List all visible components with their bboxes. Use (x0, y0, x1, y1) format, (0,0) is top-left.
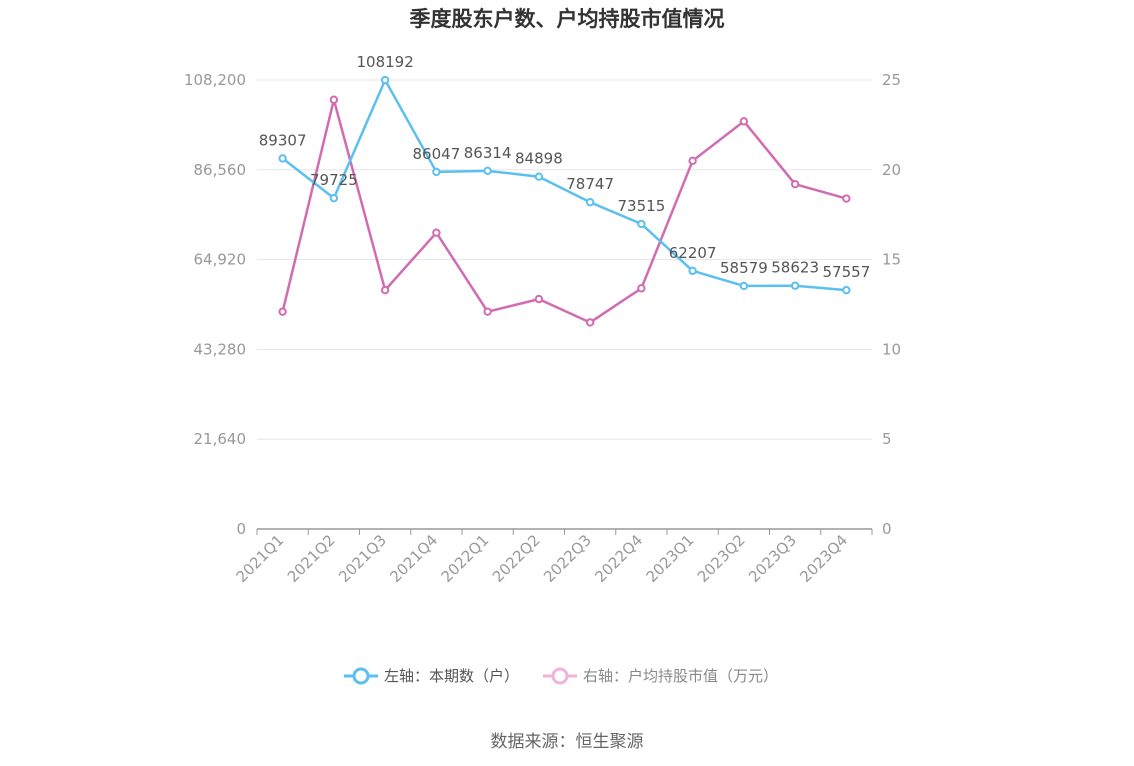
data-point-left[interactable] (483, 166, 492, 176)
legend: 左轴：本期数（户） 右轴：户均持股市值（万元） (344, 667, 778, 685)
data-point-right[interactable] (688, 156, 697, 166)
chart-title: 季度股东户数、户均持股市值情况 (410, 7, 725, 31)
data-point-left[interactable] (329, 193, 339, 203)
data-point-left[interactable] (534, 172, 544, 181)
data-point-right[interactable] (432, 228, 441, 237)
x-tick-label: 2023Q1 (643, 531, 698, 586)
data-labels: 89307 79725 108192 86047 86314 84898787477351… (259, 53, 870, 281)
x-tick-label: 2021Q3 (335, 531, 390, 586)
legend-item-right[interactable]: 右轴：户均持股市值（万元） (543, 667, 778, 685)
x-tick-label: 2022Q1 (438, 531, 493, 586)
data-point-left[interactable] (278, 154, 287, 163)
x-tick-label: 2023Q3 (745, 531, 800, 586)
data-point-left[interactable] (842, 285, 851, 295)
data-point-right[interactable] (739, 117, 749, 126)
right-tick-label: 25 (882, 71, 901, 89)
legend-marker-left (352, 667, 370, 685)
data-label: 73515 (618, 197, 666, 215)
right-tick-label: 5 (882, 430, 892, 448)
gridlines (257, 79, 872, 440)
series-layer (278, 75, 851, 327)
left-tick-label: 21,640 (194, 430, 247, 448)
data-point-left[interactable] (739, 281, 749, 291)
legend-marker-right (551, 667, 569, 685)
left-tick-label: 86,560 (194, 161, 247, 179)
data-point-right[interactable] (380, 285, 390, 295)
series-line-right (281, 98, 847, 324)
left-tick-label: 0 (236, 520, 246, 538)
series-line-left (281, 78, 847, 292)
left-tick-label: 108,200 (184, 71, 246, 89)
data-label: 57557 (823, 263, 871, 281)
data-point-right[interactable] (278, 307, 287, 316)
data-point-right[interactable] (637, 284, 646, 293)
legend-item-left[interactable]: 左轴：本期数（户） (344, 667, 519, 685)
data-point-left[interactable] (637, 219, 646, 229)
right-tick-label: 20 (882, 161, 901, 179)
data-point-right[interactable] (842, 194, 851, 203)
x-tick-label: 2022Q3 (540, 531, 595, 586)
legend-label-right: 右轴：户均持股市值（万元） (583, 667, 778, 685)
x-tick-label: 2022Q4 (591, 531, 646, 586)
data-label: 58579 (720, 259, 768, 277)
x-tick-label: 2021Q2 (284, 531, 339, 586)
right-tick-label: 15 (882, 251, 901, 269)
left-tick-label: 43,280 (194, 340, 247, 358)
data-label: 108192 (356, 53, 413, 71)
x-tick-label: 2021Q4 (386, 531, 441, 586)
x-tick-label: 2022Q2 (489, 531, 544, 586)
x-tick-label: 2023Q4 (796, 531, 851, 586)
source-note: 数据来源：恒生聚源 (491, 732, 644, 752)
x-tick-label: 2023Q2 (694, 531, 749, 586)
data-label: 86314 (464, 144, 512, 162)
data-point-right[interactable] (790, 179, 800, 189)
data-label: 86047 (413, 145, 461, 163)
right-tick-label: 0 (882, 520, 892, 538)
x-tick-label: 2021Q1 (233, 531, 288, 586)
data-label: 79725 (310, 171, 358, 189)
data-label: 78747 (566, 175, 614, 193)
data-label: 89307 (259, 131, 307, 149)
data-label: 84898 (515, 150, 563, 168)
data-label: 58623 (771, 259, 819, 277)
data-point-left[interactable] (585, 198, 595, 207)
right-tick-label: 10 (882, 340, 901, 358)
data-point-left[interactable] (380, 75, 390, 85)
data-point-left[interactable] (432, 167, 441, 177)
data-point-left[interactable] (790, 281, 800, 290)
data-point-left[interactable] (688, 266, 697, 276)
data-point-right[interactable] (483, 307, 492, 316)
data-point-right[interactable] (585, 318, 595, 327)
data-point-right[interactable] (534, 294, 544, 304)
data-point-right[interactable] (329, 95, 339, 104)
data-label: 62207 (669, 244, 717, 262)
left-tick-label: 64,920 (194, 251, 247, 269)
legend-label-left: 左轴：本期数（户） (384, 667, 519, 685)
